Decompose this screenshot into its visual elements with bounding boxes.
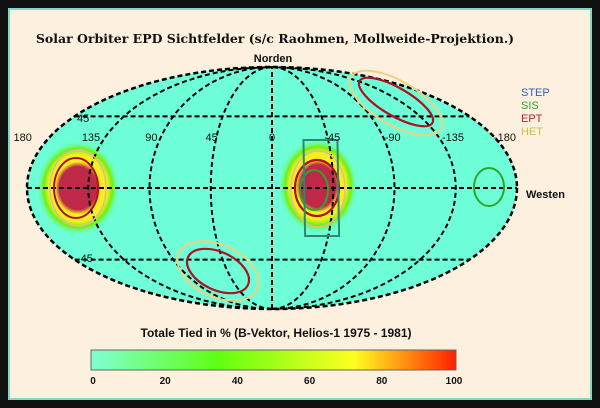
colorbar-tick-label: 40: [232, 376, 244, 387]
figure-title: Solar Orbiter EPD Sichtfelder (s/c Raohm…: [36, 31, 514, 46]
colorbar-tick-label: 100: [446, 376, 463, 387]
legend-item-step: STEP: [521, 87, 550, 99]
meridian-line: [271, 66, 396, 310]
intensity-blob-center: [278, 138, 358, 234]
graticule: [25, 65, 519, 311]
het-fov-south: [176, 240, 260, 302]
legend-item-sis: SIS: [521, 100, 539, 112]
sis-fov-west: [473, 167, 505, 207]
legend-item-het: HET: [521, 126, 543, 138]
meridian-line: [209, 66, 273, 310]
ept-fov-south: [185, 247, 251, 295]
longitude-label: 135: [82, 132, 100, 144]
colorbar-tick-label: 20: [160, 376, 172, 387]
longitude-label: 90: [145, 132, 157, 144]
longitude-label: -180: [494, 132, 516, 144]
colorbar: [90, 349, 457, 371]
colorbar-tick-label: 0: [90, 376, 96, 387]
longitude-label: -90: [385, 132, 401, 144]
ept-fov-left: [53, 157, 99, 219]
longitude-label: 45: [206, 132, 218, 144]
meridian-line: [87, 66, 273, 310]
map-outline: [25, 65, 519, 311]
colorbar-tick-label: 80: [376, 376, 388, 387]
longitude-label: 180: [13, 132, 31, 144]
het-fov-north: [348, 69, 444, 137]
west-label: Westen: [526, 189, 565, 201]
meridian-line: [148, 66, 273, 310]
colorbar-title: Totale Tied in % (B-Vektor, Helios-1 197…: [141, 326, 412, 340]
het-fov-left: [49, 149, 107, 227]
step-fov: [302, 139, 341, 237]
north-label: Norden: [254, 53, 293, 65]
lat-label-45: 45: [77, 113, 89, 125]
ept-fov-north: [357, 76, 435, 128]
longitude-label: -135: [442, 132, 464, 144]
colorbar-tick-label: 60: [304, 376, 316, 387]
sis-fov-center: [299, 169, 329, 211]
legend-item-ept: EPT: [521, 113, 543, 125]
longitude-label: -45: [324, 132, 340, 144]
lat-label-minus45: -45: [77, 253, 93, 265]
longitude-label: 0: [269, 132, 275, 144]
het-fov-center: [290, 150, 346, 228]
